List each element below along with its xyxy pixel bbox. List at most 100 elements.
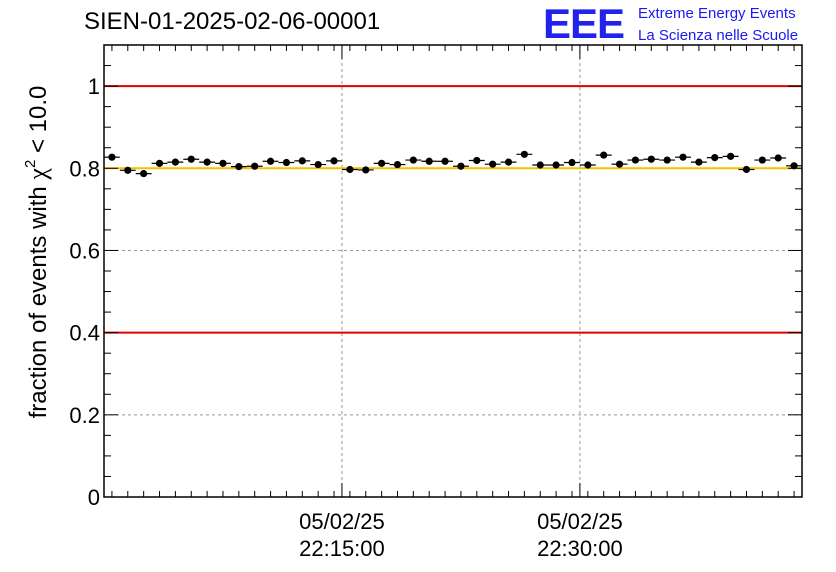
data-point bbox=[754, 156, 771, 164]
data-point bbox=[643, 155, 660, 163]
point-marker bbox=[378, 159, 386, 167]
point-marker bbox=[441, 157, 449, 165]
point-marker bbox=[790, 162, 798, 170]
x-tick-label-time: 22:30:00 bbox=[537, 536, 623, 561]
grid-lines bbox=[104, 45, 802, 497]
point-marker bbox=[600, 151, 608, 159]
y-axis-label-threshold: < 10.0 bbox=[25, 86, 52, 160]
data-point bbox=[532, 161, 549, 169]
point-marker bbox=[108, 153, 116, 161]
point-marker bbox=[235, 163, 243, 171]
data-point bbox=[151, 159, 168, 167]
point-marker bbox=[489, 160, 497, 168]
x-tick-label-time: 22:15:00 bbox=[299, 536, 385, 561]
data-point bbox=[468, 156, 485, 165]
data-point bbox=[484, 160, 501, 168]
data-point bbox=[119, 166, 136, 174]
point-marker bbox=[758, 156, 766, 164]
data-point bbox=[230, 163, 247, 171]
point-marker bbox=[314, 160, 322, 169]
data-point bbox=[357, 166, 374, 174]
point-marker bbox=[282, 158, 291, 167]
data-point bbox=[722, 152, 739, 160]
data-point bbox=[135, 170, 152, 178]
point-marker bbox=[520, 150, 528, 158]
point-marker bbox=[124, 166, 132, 174]
chart-title: SIEN-01-2025-02-06-00001 bbox=[84, 8, 381, 35]
data-point bbox=[516, 150, 533, 158]
point-marker bbox=[631, 156, 640, 164]
point-marker bbox=[695, 158, 703, 166]
point-marker bbox=[203, 158, 211, 166]
logo-mark-text: EEE bbox=[543, 0, 625, 47]
point-marker bbox=[504, 158, 513, 166]
point-marker bbox=[251, 162, 259, 170]
point-marker bbox=[615, 160, 624, 168]
data-point bbox=[104, 153, 120, 161]
point-marker bbox=[647, 155, 655, 163]
data-point bbox=[246, 162, 263, 170]
data-point bbox=[770, 154, 787, 162]
point-marker bbox=[155, 159, 164, 167]
data-point bbox=[659, 156, 676, 164]
data-point bbox=[215, 159, 231, 167]
y-axis-label-chi: χ bbox=[23, 168, 52, 181]
point-marker bbox=[346, 165, 354, 174]
data-point bbox=[167, 158, 184, 166]
y-axis-label: fraction of events with χ2 < 10.0 bbox=[22, 86, 52, 419]
data-point bbox=[310, 160, 327, 169]
data-point bbox=[326, 157, 342, 165]
point-marker bbox=[362, 166, 370, 174]
data-point bbox=[437, 157, 453, 165]
point-marker bbox=[568, 158, 576, 167]
point-marker bbox=[584, 161, 592, 169]
eee-logo-mark: EEE bbox=[543, 0, 625, 47]
data-point bbox=[389, 160, 406, 169]
y-axis: 0 0.2 0.4 0.6 0.8 1 bbox=[69, 44, 802, 510]
data-point bbox=[278, 158, 295, 167]
data-points bbox=[104, 150, 802, 178]
logo-line-project: Extreme Energy Events bbox=[638, 5, 796, 22]
point-marker bbox=[219, 159, 227, 167]
data-point bbox=[706, 153, 723, 162]
point-marker bbox=[711, 153, 719, 162]
point-marker bbox=[266, 157, 275, 165]
point-marker bbox=[774, 154, 782, 162]
data-point bbox=[421, 157, 438, 165]
data-point bbox=[199, 158, 216, 166]
point-marker bbox=[425, 157, 433, 165]
point-marker bbox=[140, 170, 148, 178]
data-point bbox=[453, 162, 469, 170]
data-point bbox=[738, 165, 755, 174]
point-marker bbox=[393, 160, 402, 169]
y-axis-label-superscript: 2 bbox=[22, 160, 39, 168]
point-marker bbox=[552, 161, 560, 169]
point-marker bbox=[457, 162, 465, 170]
point-marker bbox=[409, 156, 417, 164]
point-marker bbox=[330, 157, 338, 165]
y-tick-label: 0.4 bbox=[69, 321, 100, 346]
x-tick-label-date: 05/02/25 bbox=[299, 509, 385, 534]
point-marker bbox=[679, 153, 687, 161]
point-marker bbox=[727, 152, 735, 160]
data-point bbox=[262, 157, 279, 165]
data-point bbox=[627, 156, 644, 164]
y-axis-label-text: fraction of events with bbox=[25, 180, 52, 419]
point-marker bbox=[298, 157, 306, 165]
y-tick-label: 0.2 bbox=[69, 403, 100, 428]
data-point bbox=[500, 158, 517, 166]
data-point bbox=[611, 160, 628, 168]
y-tick-label: 0 bbox=[88, 485, 100, 510]
data-point bbox=[183, 155, 200, 163]
data-point bbox=[564, 158, 580, 167]
data-point bbox=[548, 161, 565, 169]
data-point bbox=[690, 158, 707, 166]
y-tick-label: 0.6 bbox=[69, 238, 100, 263]
data-point bbox=[595, 151, 612, 159]
data-point bbox=[341, 165, 358, 174]
y-tick-label: 0.8 bbox=[69, 156, 100, 181]
point-marker bbox=[171, 158, 179, 166]
data-point bbox=[405, 156, 422, 164]
